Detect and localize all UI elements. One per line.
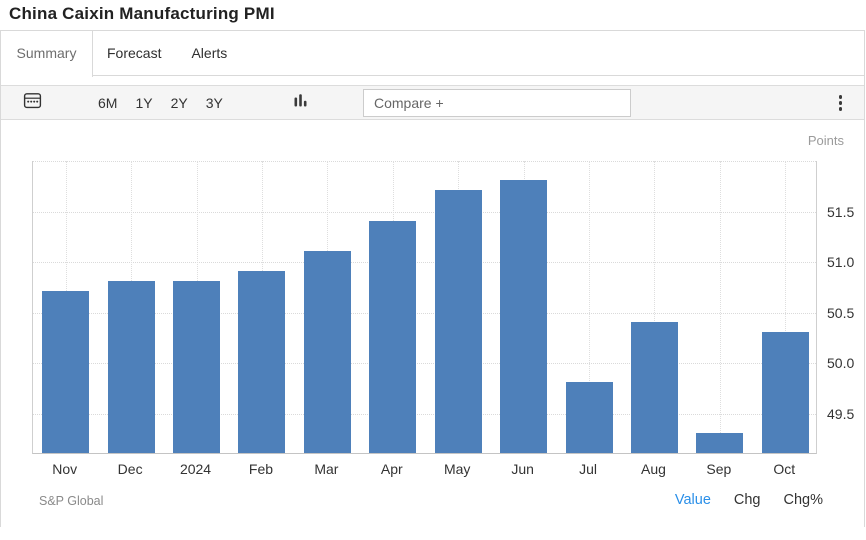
view-chg-link[interactable]: Chg: [733, 492, 761, 508]
y-tick-label: 51.0: [827, 254, 855, 271]
tab-forecast[interactable]: Forecast: [107, 45, 162, 61]
range-6m-button[interactable]: 6M: [98, 95, 118, 111]
bar-mar[interactable]: [303, 250, 351, 453]
bar-jul[interactable]: [565, 382, 613, 453]
x-tick-label: Jun: [511, 461, 534, 477]
v-gridline: [589, 161, 591, 453]
tab-alerts[interactable]: Alerts: [191, 45, 228, 61]
bar-dec[interactable]: [107, 281, 155, 453]
y-tick-label: 49.5: [827, 405, 855, 422]
bar-may[interactable]: [434, 190, 482, 453]
bar-feb[interactable]: [238, 271, 286, 453]
bar-nov[interactable]: [42, 291, 90, 453]
y-tick-label: 50.5: [827, 304, 855, 321]
h-gridline: [33, 363, 816, 365]
view-value-link[interactable]: Value: [674, 492, 711, 508]
x-tick-label: Apr: [380, 461, 403, 477]
range-3y-button[interactable]: 3Y: [205, 95, 223, 111]
view-chgpct-link[interactable]: Chg%: [783, 492, 824, 508]
calendar-icon: [23, 91, 42, 115]
bar-jun[interactable]: [500, 180, 548, 453]
x-tick-label: Mar: [314, 461, 339, 477]
title-bar: China Caixin Manufacturing PMI: [0, 0, 866, 30]
kebab-menu-icon: [838, 95, 842, 111]
compare-input[interactable]: [363, 89, 631, 117]
x-tick-label: Feb: [248, 461, 274, 477]
widget-frame: Summary Forecast Alerts 6: [0, 30, 865, 527]
x-tick-label: Sep: [706, 461, 732, 477]
h-gridline: [33, 211, 816, 213]
range-2y-button[interactable]: 2Y: [170, 95, 188, 111]
bar-aug[interactable]: [630, 321, 678, 453]
source-attribution: S&P Global: [39, 494, 104, 508]
page-title: China Caixin Manufacturing PMI: [9, 4, 275, 23]
x-tick-label: Jul: [579, 461, 597, 477]
x-tick-label: Oct: [773, 461, 796, 477]
v-gridline: [785, 161, 787, 453]
x-tick-label: Aug: [640, 461, 666, 477]
x-tick-label: Nov: [52, 461, 78, 477]
chart-toolbar: 6M 1Y 2Y 3Y: [1, 85, 864, 120]
x-tick-label: Dec: [117, 461, 143, 477]
y-axis-unit-label: Points: [807, 133, 844, 148]
compare-field-wrap: [363, 86, 631, 120]
range-selector: 6M 1Y 2Y 3Y: [98, 86, 223, 120]
y-tick-label: 51.5: [827, 203, 855, 220]
bar-sep[interactable]: [696, 432, 744, 453]
h-gridline: [33, 413, 816, 415]
h-gridline: [33, 161, 816, 162]
chart-area: Points 51.5 51.0 50.5 50.0 49.5 Nov Dec 2024 Fe…: [1, 120, 864, 527]
bar-2024[interactable]: [173, 281, 221, 453]
bar-oct[interactable]: [761, 331, 809, 453]
tab-summary[interactable]: Summary: [1, 31, 93, 77]
bar-chart-icon: [292, 92, 309, 114]
plot-area: [32, 161, 817, 454]
h-gridline: [33, 262, 816, 264]
h-gridline: [33, 312, 816, 314]
bar-apr[interactable]: [369, 220, 417, 453]
v-gridline: [719, 161, 721, 453]
tab-bar: Summary Forecast Alerts: [1, 31, 864, 77]
y-tick-label: 50.0: [827, 355, 855, 372]
calendar-button[interactable]: [23, 86, 42, 120]
view-switcher: Value Chg Chg%: [675, 492, 823, 508]
kebab-menu-button[interactable]: [838, 86, 842, 120]
chart-type-button[interactable]: [292, 86, 309, 120]
x-tick-label: 2024: [179, 461, 212, 477]
v-gridline: [654, 161, 656, 453]
range-1y-button[interactable]: 1Y: [135, 95, 153, 111]
x-tick-label: May: [443, 461, 471, 477]
